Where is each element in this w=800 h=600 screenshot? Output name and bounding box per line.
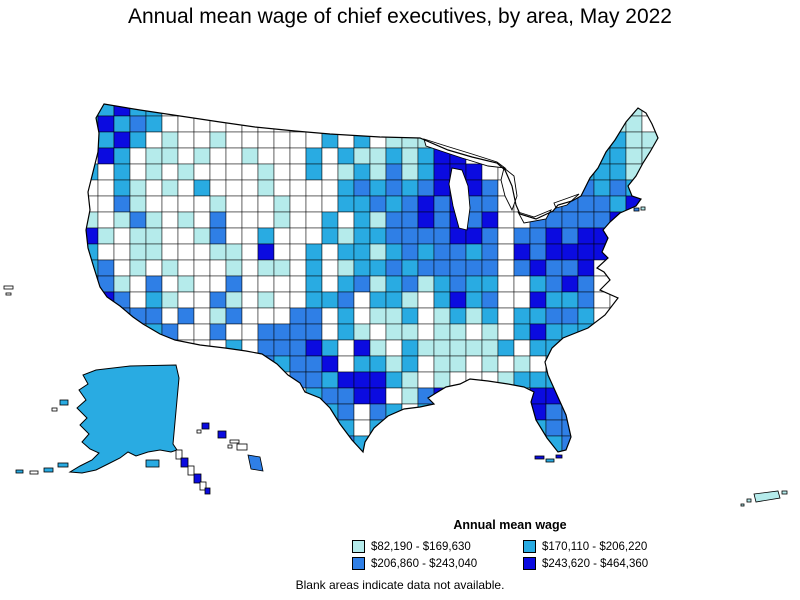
legend: Annual mean wage $82,190 - $169,630 $170… bbox=[330, 518, 690, 570]
island bbox=[59, 399, 69, 406]
legend-item-range-1: $82,190 - $169,630 bbox=[352, 540, 523, 553]
island bbox=[247, 454, 264, 472]
island bbox=[43, 467, 54, 473]
island bbox=[57, 462, 69, 468]
island bbox=[227, 444, 233, 449]
legend-label: $82,190 - $169,630 bbox=[371, 540, 471, 553]
great-lake bbox=[448, 167, 471, 231]
great-lake bbox=[500, 167, 518, 212]
island bbox=[753, 490, 781, 503]
island bbox=[15, 469, 24, 474]
island bbox=[640, 206, 646, 211]
island bbox=[201, 422, 210, 430]
legend-grid: $82,190 - $169,630 $170,110 - $206,220 $… bbox=[330, 540, 690, 570]
island bbox=[193, 473, 202, 484]
island bbox=[5, 292, 12, 296]
island bbox=[217, 430, 227, 439]
island bbox=[746, 498, 752, 503]
legend-item-range-4: $243,620 - $464,360 bbox=[523, 557, 690, 570]
island bbox=[3, 285, 14, 290]
island bbox=[781, 490, 788, 495]
island bbox=[204, 487, 211, 495]
legend-swatch-icon bbox=[352, 557, 365, 570]
legend-label: $170,110 - $206,220 bbox=[542, 540, 648, 553]
island bbox=[555, 454, 563, 459]
legend-item-range-3: $206,860 - $243,040 bbox=[352, 557, 523, 570]
island bbox=[196, 429, 202, 434]
island bbox=[51, 407, 58, 412]
island bbox=[229, 439, 240, 444]
island bbox=[145, 459, 160, 468]
legend-swatch-icon bbox=[523, 557, 536, 570]
legend-swatch-icon bbox=[352, 540, 365, 553]
legend-label: $243,620 - $464,360 bbox=[542, 557, 649, 570]
island bbox=[740, 503, 745, 507]
island bbox=[236, 443, 248, 451]
legend-label: $206,860 - $243,040 bbox=[371, 557, 478, 570]
island bbox=[633, 207, 640, 212]
legend-item-range-2: $170,110 - $206,220 bbox=[523, 540, 690, 553]
island bbox=[545, 458, 555, 463]
great-lake bbox=[517, 209, 553, 224]
continental-us-outline bbox=[85, 103, 659, 454]
page-title: Annual mean wage of chief executives, by… bbox=[128, 5, 672, 28]
footnote: Blank areas indicate data not available. bbox=[295, 578, 505, 592]
island bbox=[199, 481, 207, 491]
legend-swatch-icon bbox=[523, 540, 536, 553]
alaska bbox=[68, 364, 180, 474]
island bbox=[29, 470, 39, 475]
great-lake bbox=[423, 138, 507, 169]
island bbox=[180, 457, 189, 468]
island bbox=[534, 455, 545, 460]
island bbox=[175, 449, 183, 460]
legend-title: Annual mean wage bbox=[453, 518, 567, 532]
island bbox=[187, 465, 195, 476]
